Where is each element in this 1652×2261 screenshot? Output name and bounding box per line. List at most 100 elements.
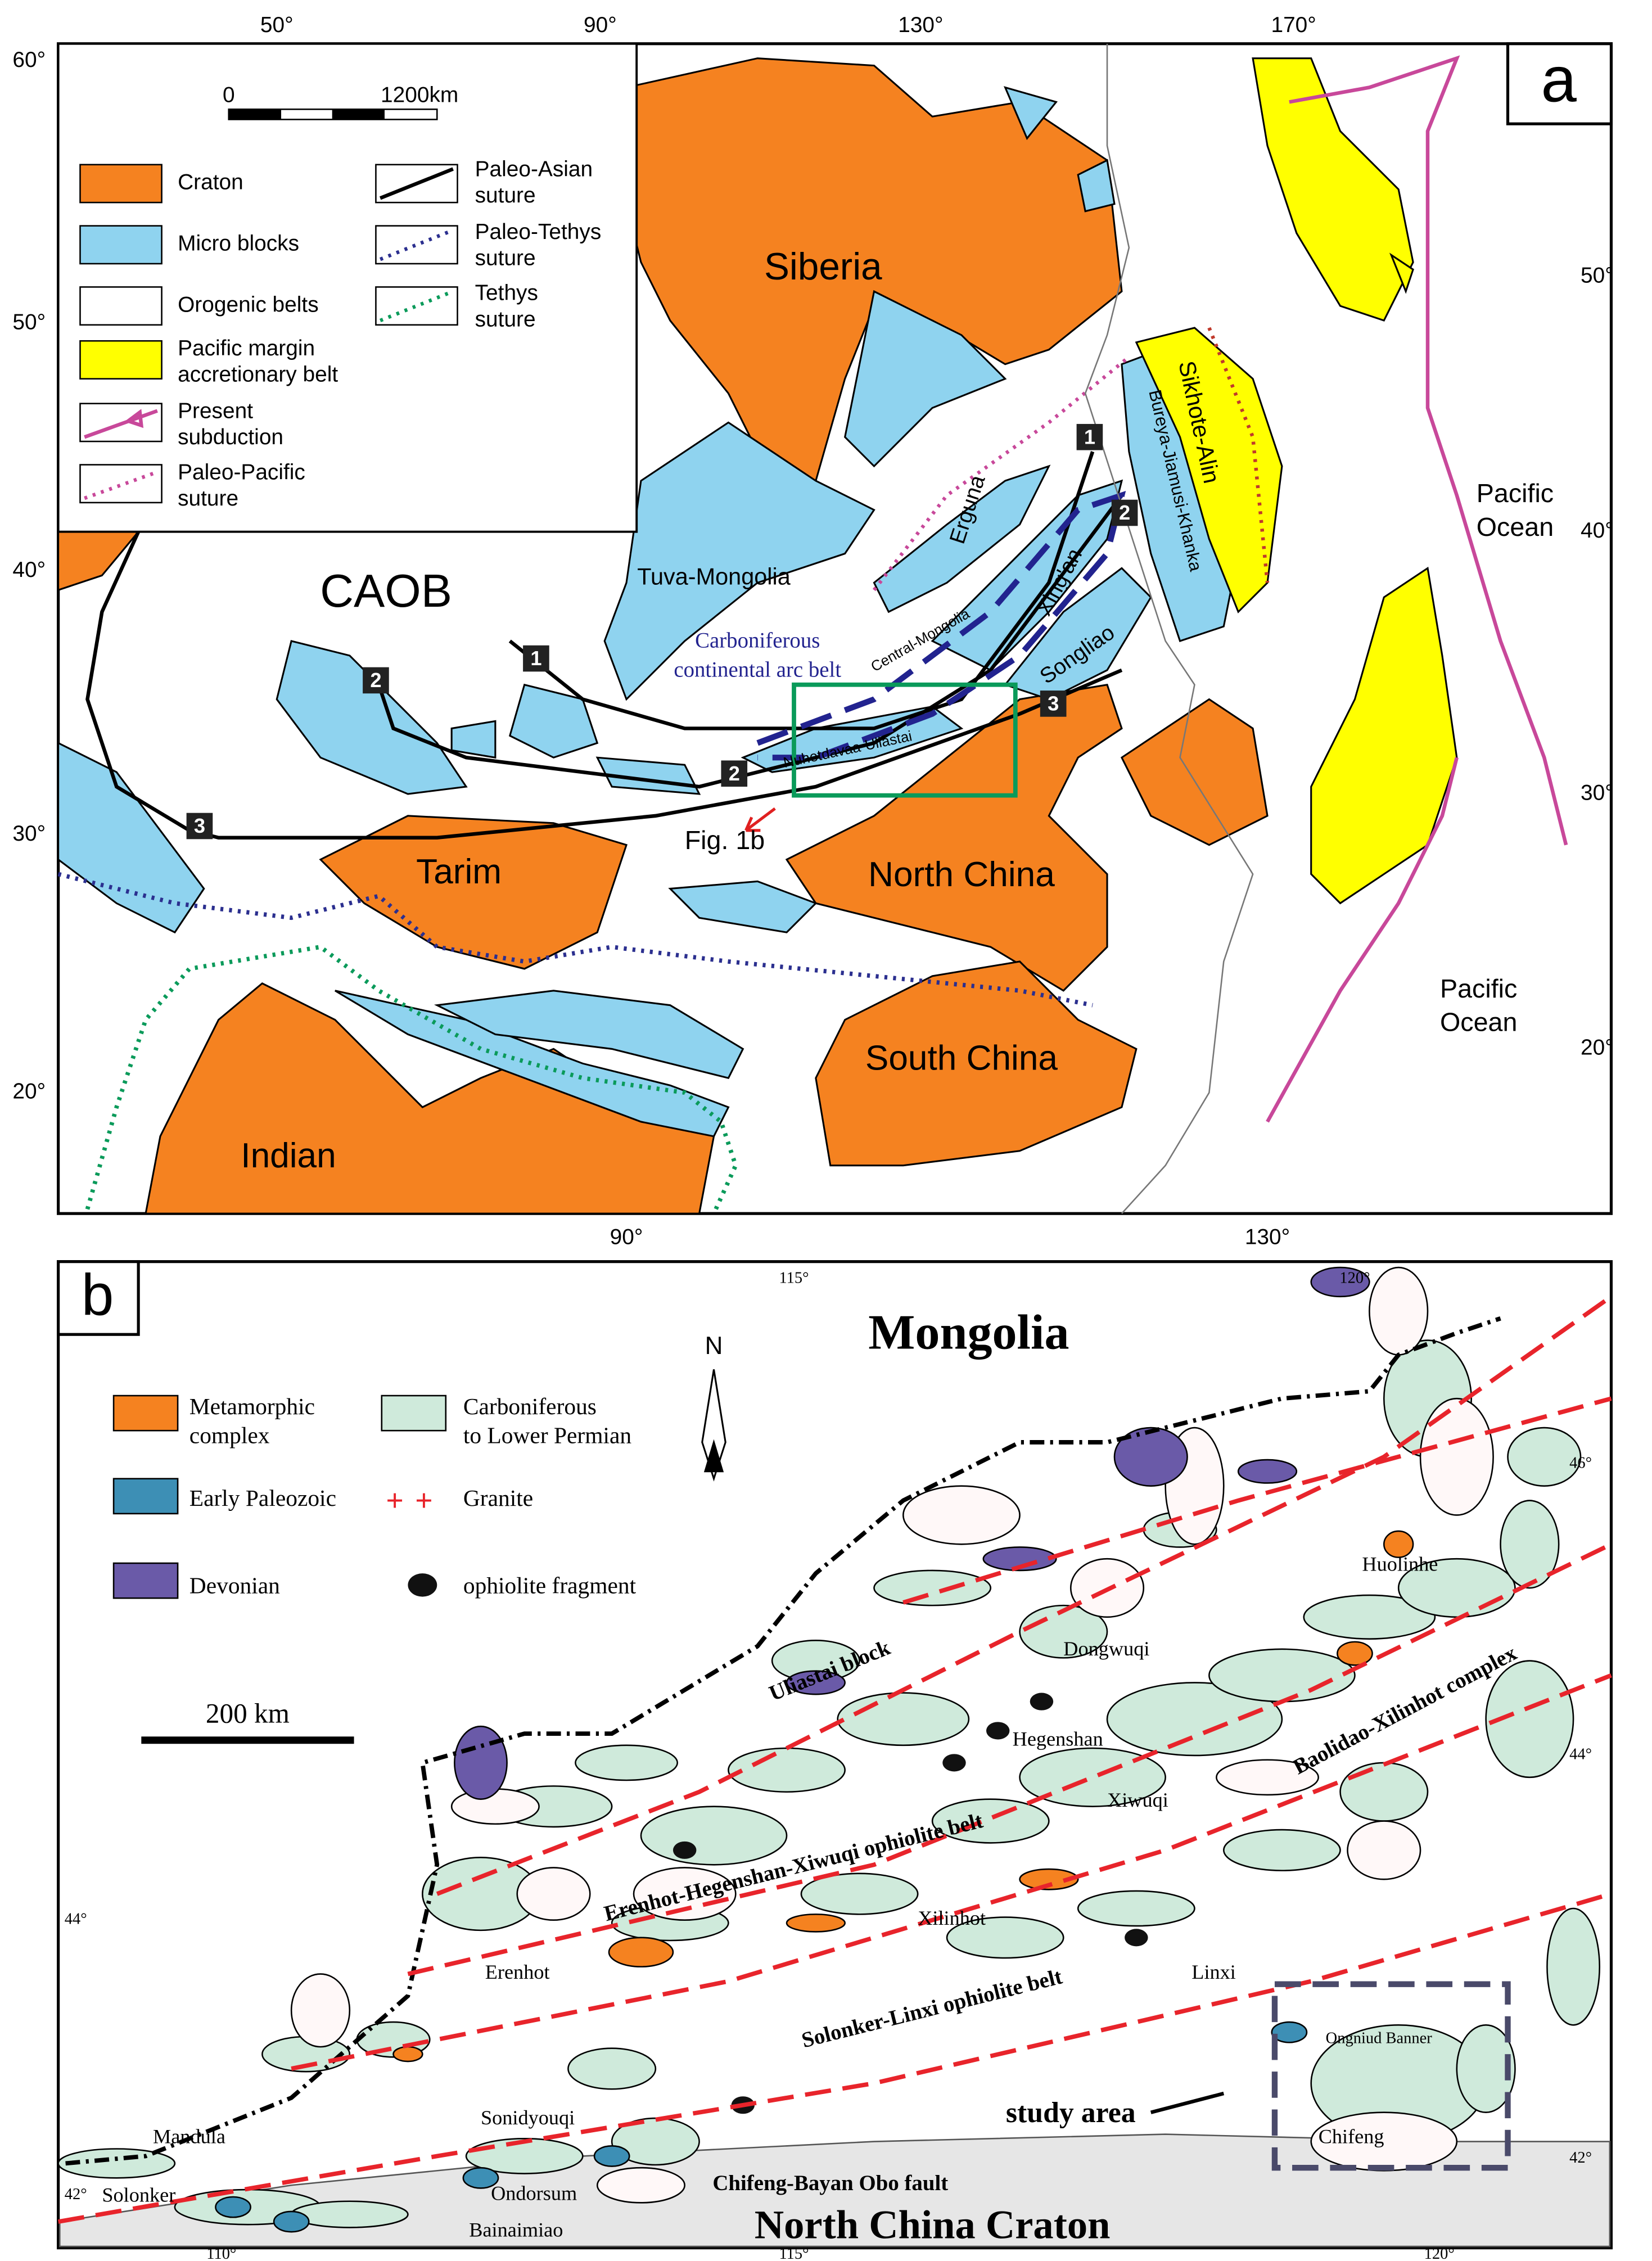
carboniferous-patch	[1507, 1427, 1582, 1487]
label: South China	[865, 1039, 1058, 1078]
label: 2	[1119, 501, 1130, 524]
carboniferous-patch	[1077, 1890, 1195, 1927]
label: 115°	[779, 1269, 809, 1287]
granite	[1419, 1397, 1494, 1516]
label: 50°	[1581, 264, 1614, 288]
label: 50°	[12, 310, 46, 334]
micro-block	[1077, 159, 1116, 213]
label: 130°	[898, 13, 943, 37]
label: Early Paleozoic	[189, 1485, 336, 1511]
label: ophiolite fragment	[463, 1573, 637, 1599]
carboniferous-patch	[1500, 1500, 1560, 1589]
micro-block	[335, 990, 730, 1138]
ophiolite	[942, 1754, 966, 1772]
label: complex	[189, 1423, 270, 1448]
border	[65, 1316, 1501, 2166]
paleo-asian-suture	[189, 668, 1123, 840]
devonian	[454, 1725, 508, 1800]
label: 40°	[1581, 518, 1614, 543]
coastline	[1084, 43, 1254, 1215]
carboniferous-patch	[575, 1744, 679, 1781]
label: 3	[1048, 692, 1059, 715]
granite	[596, 2167, 685, 2204]
label: Tethys	[475, 281, 538, 305]
fault	[57, 1892, 1612, 2224]
early-paleozoic	[593, 2145, 630, 2167]
label: 1	[1084, 425, 1095, 448]
label: 120°	[1339, 1269, 1370, 1287]
early-paleozoic	[215, 2196, 251, 2218]
carboniferous-patch	[1223, 1829, 1341, 1871]
fault	[436, 1294, 1613, 1896]
carboniferous-patch	[1339, 1762, 1429, 1822]
scale-bar-segment	[332, 109, 385, 120]
granite	[1369, 1266, 1429, 1356]
micro-block	[873, 464, 1051, 613]
label: Chifeng-Bayan Obo fault	[712, 2171, 948, 2195]
label: 42°	[65, 2186, 87, 2203]
label: Siberia	[764, 246, 882, 288]
devonian	[1113, 1427, 1188, 1487]
label: 170°	[1271, 13, 1316, 37]
carboniferous-patch	[873, 1569, 992, 1606]
label: 20°	[12, 1079, 46, 1103]
study-area-box	[1271, 1981, 1511, 2171]
carboniferous-patch	[1546, 1907, 1601, 2026]
craton	[815, 960, 1138, 1167]
legend-swatch	[112, 1394, 179, 1432]
suture-number-box	[1076, 423, 1103, 450]
label: 115°	[779, 2245, 809, 2261]
micro-block	[450, 720, 496, 759]
label: 42°	[1569, 2149, 1592, 2167]
label: 1200km	[381, 83, 458, 107]
label: study area	[1006, 2097, 1136, 2129]
micro-block	[843, 290, 1007, 468]
label: 90°	[584, 13, 617, 37]
panel-label-box	[1506, 42, 1613, 125]
legend-swatch	[79, 286, 163, 326]
label: suture	[475, 246, 536, 270]
label: 44°	[1569, 1745, 1592, 1763]
label: 30°	[1581, 780, 1614, 805]
granite	[516, 1867, 591, 1921]
label: Indian	[241, 1136, 336, 1175]
granite	[902, 1485, 1021, 1545]
label: Pacific	[1477, 479, 1554, 508]
label: Carboniferous	[695, 628, 820, 652]
legend-subduction	[84, 409, 158, 439]
label: 3	[194, 814, 205, 837]
label: Erenhot	[485, 1961, 550, 1983]
label: 44°	[65, 1910, 87, 1928]
subduction	[1266, 757, 1459, 1123]
legend-swatch	[79, 340, 163, 380]
carboniferous-patch	[800, 1872, 919, 1915]
label: 110°	[206, 2245, 236, 2261]
label: Xiwuqi	[1107, 1789, 1168, 1811]
label: Mandula	[153, 2125, 225, 2148]
label: Hegenshan	[1013, 1727, 1103, 1750]
ophiolite	[1030, 1693, 1054, 1711]
devonian	[1237, 1459, 1298, 1484]
label: Orogenic belts	[178, 292, 319, 317]
label: 0	[223, 83, 235, 107]
craton	[1120, 698, 1269, 846]
granite	[450, 1788, 540, 1825]
devonian	[786, 1670, 846, 1695]
scale-bar-segment	[228, 109, 282, 120]
label: 30°	[12, 822, 46, 846]
devonian	[982, 1546, 1057, 1572]
metamorphic-complex	[608, 1937, 674, 1967]
label: Solonker	[102, 2183, 175, 2206]
label: Ongniud Banner	[1326, 2030, 1433, 2047]
suture-number-box	[721, 760, 748, 787]
carboniferous-patch	[1019, 1747, 1166, 1807]
label: N	[705, 1332, 723, 1360]
label: continental arc belt	[674, 657, 841, 682]
label: Metamorphic	[189, 1393, 315, 1419]
paleo-asian-suture	[377, 494, 1123, 789]
fault	[902, 1396, 1612, 1605]
early-paleozoic	[462, 2167, 499, 2189]
granite	[290, 1973, 351, 2048]
paleo-asian-suture	[85, 531, 191, 832]
metamorphic-complex	[1383, 1530, 1414, 1558]
